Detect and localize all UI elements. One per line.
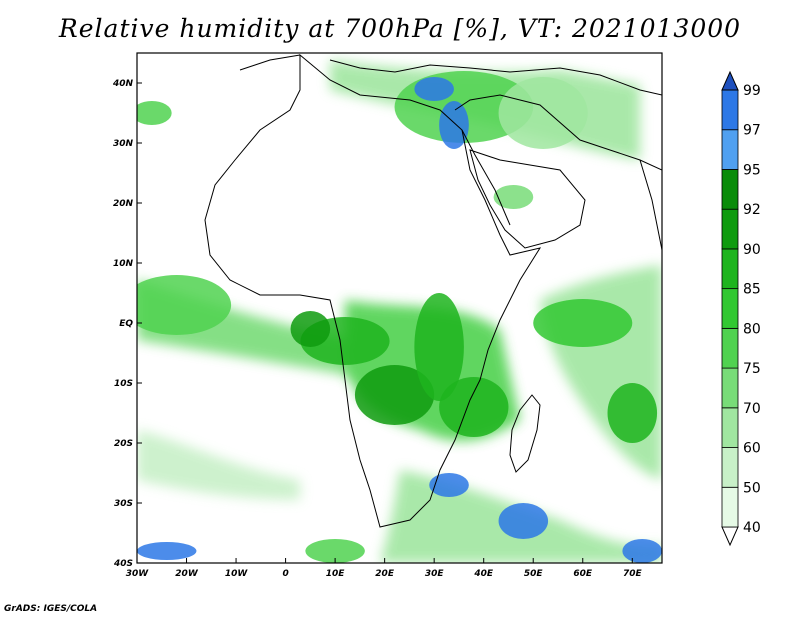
arabia-outline xyxy=(469,149,586,249)
lat-tick-label: 30N xyxy=(113,139,134,149)
humidity-patch xyxy=(439,377,509,437)
humidity-patch xyxy=(137,275,232,335)
lat-tick-label: 40S xyxy=(113,559,133,569)
colorbar-high-triangle xyxy=(721,70,739,91)
africa-outline xyxy=(204,53,542,528)
colorbar-segment xyxy=(721,327,739,369)
lon-tick-label: 50E xyxy=(524,569,544,579)
lat-tick-label: 10S xyxy=(114,379,133,389)
coastlines xyxy=(204,53,662,528)
lat-tick-label: 10N xyxy=(113,259,134,269)
map-frame xyxy=(136,52,663,564)
humidity-patch xyxy=(354,365,435,425)
humidity-band-south-atlantic xyxy=(137,430,300,500)
lon-tick-label: 30E xyxy=(425,569,445,579)
colorbar-segment xyxy=(721,447,739,488)
colorbar-label: 90 xyxy=(743,242,761,258)
lon-tick-label: 40E xyxy=(473,569,494,579)
lat-tick-label: 30S xyxy=(114,499,133,509)
humidity-patch xyxy=(137,101,172,125)
colorbar-label: 40 xyxy=(743,520,761,536)
madagascar-outline xyxy=(509,394,541,473)
colorbar-segment xyxy=(721,169,739,210)
lat-tick-label: EQ xyxy=(119,319,133,329)
lat-tick-label: 40N xyxy=(112,79,134,89)
humidity-patch xyxy=(607,383,658,443)
lon-tick-label: 20W xyxy=(175,569,199,579)
latitude-axis: 40N 30N 20N 10N EQ 10S 20S 30S 40S xyxy=(112,79,142,569)
colorbar-segment xyxy=(721,248,739,290)
colorbar-segment xyxy=(721,208,739,250)
humidity-patch xyxy=(622,539,662,563)
software-credit: GrADS: IGES/COLA xyxy=(4,604,98,614)
humidity-patch xyxy=(439,101,469,149)
middle-east-outline xyxy=(454,94,662,171)
colorbar-label: 50 xyxy=(743,480,761,496)
india-outline xyxy=(639,159,662,251)
lon-tick-label: 10E xyxy=(326,569,346,579)
colorbar-segment xyxy=(721,486,739,528)
humidity-patch xyxy=(498,503,549,539)
colorbar-segment xyxy=(721,407,739,448)
colorbar-label: 99 xyxy=(743,83,761,99)
humidity-patch xyxy=(305,539,365,563)
lon-tick-label: 0 xyxy=(282,569,288,579)
colorbar-label: 60 xyxy=(743,441,761,457)
colorbar-segment xyxy=(721,288,739,329)
humidity-patch xyxy=(493,185,534,209)
humidity-patch xyxy=(533,299,633,347)
humidity-patches xyxy=(137,71,662,563)
colorbar-label: 92 xyxy=(743,202,761,218)
lon-tick-label: 10W xyxy=(225,569,249,579)
colorbar: 40 50 60 70 75 80 85 90 92 95 97 99 xyxy=(721,70,761,547)
colorbar-label: 80 xyxy=(743,321,761,337)
humidity-patch xyxy=(429,473,469,497)
colorbar-label: 70 xyxy=(743,401,761,417)
colorbar-segment xyxy=(721,367,739,409)
humidity-patch xyxy=(290,311,331,347)
humidity-patch xyxy=(414,293,464,401)
colorbar-label: 95 xyxy=(743,162,761,178)
lon-tick-label: 70E xyxy=(623,569,643,579)
colorbar-label: 75 xyxy=(743,361,761,377)
colorbar-low-triangle xyxy=(721,526,739,547)
lat-tick-label: 20N xyxy=(113,199,134,209)
colorbar-segment xyxy=(721,89,739,131)
lon-tick-label: 20E xyxy=(375,569,395,579)
map-title: Relative humidity at 700hPa [%], VT: 202… xyxy=(58,14,742,43)
lat-tick-label: 20S xyxy=(114,439,133,449)
colorbar-label: 85 xyxy=(743,282,761,298)
colorbar-label: 97 xyxy=(743,123,761,139)
humidity-patch xyxy=(137,542,197,560)
longitude-axis: 30W 20W 10W 0 10E 20E 30E 40E 50E 60E 70E xyxy=(126,558,643,579)
humidity-patch xyxy=(498,77,588,149)
colorbar-segment xyxy=(721,129,739,170)
red-sea-outline xyxy=(461,129,511,226)
lon-tick-label: 30W xyxy=(126,569,150,579)
europe-outline xyxy=(239,54,662,96)
lon-tick-label: 60E xyxy=(573,569,593,579)
humidity-patch xyxy=(414,77,454,101)
